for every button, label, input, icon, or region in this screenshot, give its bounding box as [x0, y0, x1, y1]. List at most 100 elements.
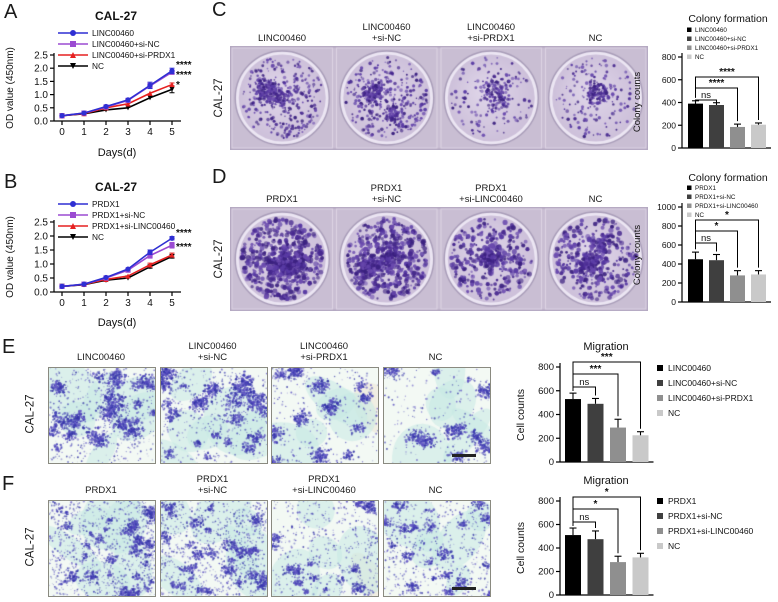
- y-axis-label: OD value (450nm): [5, 216, 16, 298]
- legend-label: NC: [695, 212, 705, 219]
- significance-label: *: [176, 80, 180, 91]
- marker: [70, 201, 76, 207]
- y-tick-label: 400: [662, 98, 676, 108]
- legend-label: PRDX1: [668, 496, 697, 506]
- marker: [147, 262, 153, 268]
- y-tick-label: 1000: [657, 202, 676, 212]
- legend-swatch: [687, 36, 692, 41]
- significance-label: ***: [590, 364, 602, 375]
- column-label: LINC00460: [76, 352, 126, 363]
- significance-label: *: [594, 499, 598, 510]
- legend-swatch: [657, 528, 663, 534]
- marker: [81, 281, 87, 287]
- column-label: NC: [428, 352, 443, 363]
- marker: [103, 274, 109, 281]
- column-label: PRDX1 +si-LINC00460: [292, 474, 356, 496]
- legend-label: LINC00460+si-NC: [92, 39, 160, 49]
- column-label: NC: [428, 485, 443, 496]
- panel-f: F PRDX1 PRDX1 +si-NC PRDX1 +si-LINC00460 NC C…: [0, 468, 778, 602]
- panel-letter-b: B: [4, 171, 18, 193]
- panel-d: D PRDX1 PRDX1 +si-NC PRDX1 +si-LINC00460 NC C…: [210, 165, 778, 335]
- legend-swatch: [687, 203, 692, 208]
- y-tick-label: 600: [662, 75, 676, 85]
- column-label: LINC00460 +si-NC: [362, 22, 411, 44]
- legend-label: LINC00460: [668, 363, 711, 373]
- migration-image-e-1: [48, 367, 156, 464]
- bar: [632, 435, 649, 462]
- marker: [125, 105, 131, 111]
- marker: [70, 234, 76, 240]
- legend-label: PRDX1+si-NC: [695, 194, 736, 201]
- bar: [565, 535, 581, 595]
- legend-label: PRDX1+si-LINC00460: [668, 526, 754, 536]
- x-tick-label: 4: [147, 298, 153, 309]
- panel-letter-e: E: [2, 336, 16, 358]
- y-tick-label: 0: [671, 297, 676, 307]
- legend-label: PRDX1+si-NC: [92, 210, 145, 220]
- bar: [587, 403, 604, 462]
- legend-label: PRDX1: [92, 199, 120, 209]
- marker: [70, 223, 76, 229]
- legend-label: NC: [668, 541, 680, 551]
- chart-title: Migration: [583, 475, 628, 487]
- column-label: NC: [588, 33, 603, 44]
- line-chart-a: CAL-27 LINC00460LINC00460+si-NCLINC00460+…: [5, 9, 192, 159]
- migration-image-e-2: [159, 367, 268, 464]
- chart-title: Migration: [583, 341, 628, 353]
- panel-letter-c: C: [212, 0, 227, 21]
- significance-bracket: [572, 361, 641, 429]
- significance-label: ns: [701, 233, 711, 244]
- significance-bracket: [695, 99, 717, 104]
- y-tick-label: 200: [538, 433, 554, 444]
- line-chart-b: CAL-27 PRDX1PRDX1+si-NCPRDX1+si-LINC00460…: [5, 180, 192, 329]
- bar: [709, 105, 724, 148]
- y-tick-label: 1.0: [34, 260, 48, 271]
- y-tick-label: 0.0: [34, 117, 48, 128]
- x-tick-label: 0: [59, 298, 65, 309]
- marker: [59, 113, 65, 119]
- bar: [709, 260, 724, 302]
- marker: [169, 242, 175, 248]
- column-label: NC: [588, 194, 603, 205]
- significance-bracket: [695, 76, 759, 120]
- legend-swatch: [687, 212, 692, 217]
- legend-swatch: [657, 395, 663, 401]
- legend-swatch: [687, 194, 692, 199]
- marker: [147, 82, 153, 88]
- bar: [565, 399, 581, 462]
- marker: [125, 97, 131, 103]
- marker: [169, 235, 175, 241]
- marker: [81, 110, 87, 116]
- panel-letter-d: D: [212, 166, 227, 188]
- migration-image-e-3: [271, 367, 379, 464]
- panel-letter-f: F: [2, 473, 15, 495]
- data-series: [61, 70, 173, 117]
- y-axis-label: OD value (450nm): [5, 47, 16, 129]
- y-tick-label: 200: [662, 120, 676, 130]
- bar: [751, 274, 766, 302]
- chart-title: Colony formation: [688, 13, 768, 25]
- legend-label: LINC00460: [92, 28, 134, 38]
- significance-label: ****: [176, 70, 192, 81]
- column-label: PRDX1 +si-NC: [370, 183, 403, 205]
- y-tick-label: 800: [662, 221, 676, 231]
- x-tick-label: 0: [59, 127, 65, 138]
- y-tick-label: 600: [538, 520, 554, 531]
- y-tick-label: 200: [538, 567, 554, 578]
- column-label: PRDX1 +si-LINC00460: [459, 183, 523, 205]
- y-tick-label: 0: [671, 143, 676, 153]
- marker: [169, 86, 175, 92]
- y-tick-label: 0.0: [34, 288, 48, 299]
- bar: [610, 427, 626, 462]
- bar: [688, 259, 703, 302]
- bar: [751, 124, 766, 148]
- panel-e: E LINC00460 LINC00460 +si-NC LINC00460 +si-P…: [0, 335, 778, 468]
- bar: [730, 126, 745, 148]
- bar: [587, 539, 604, 595]
- chart-title: CAL-27: [95, 180, 137, 194]
- marker: [147, 90, 153, 96]
- significance-label: *: [605, 487, 609, 498]
- marker: [70, 212, 76, 218]
